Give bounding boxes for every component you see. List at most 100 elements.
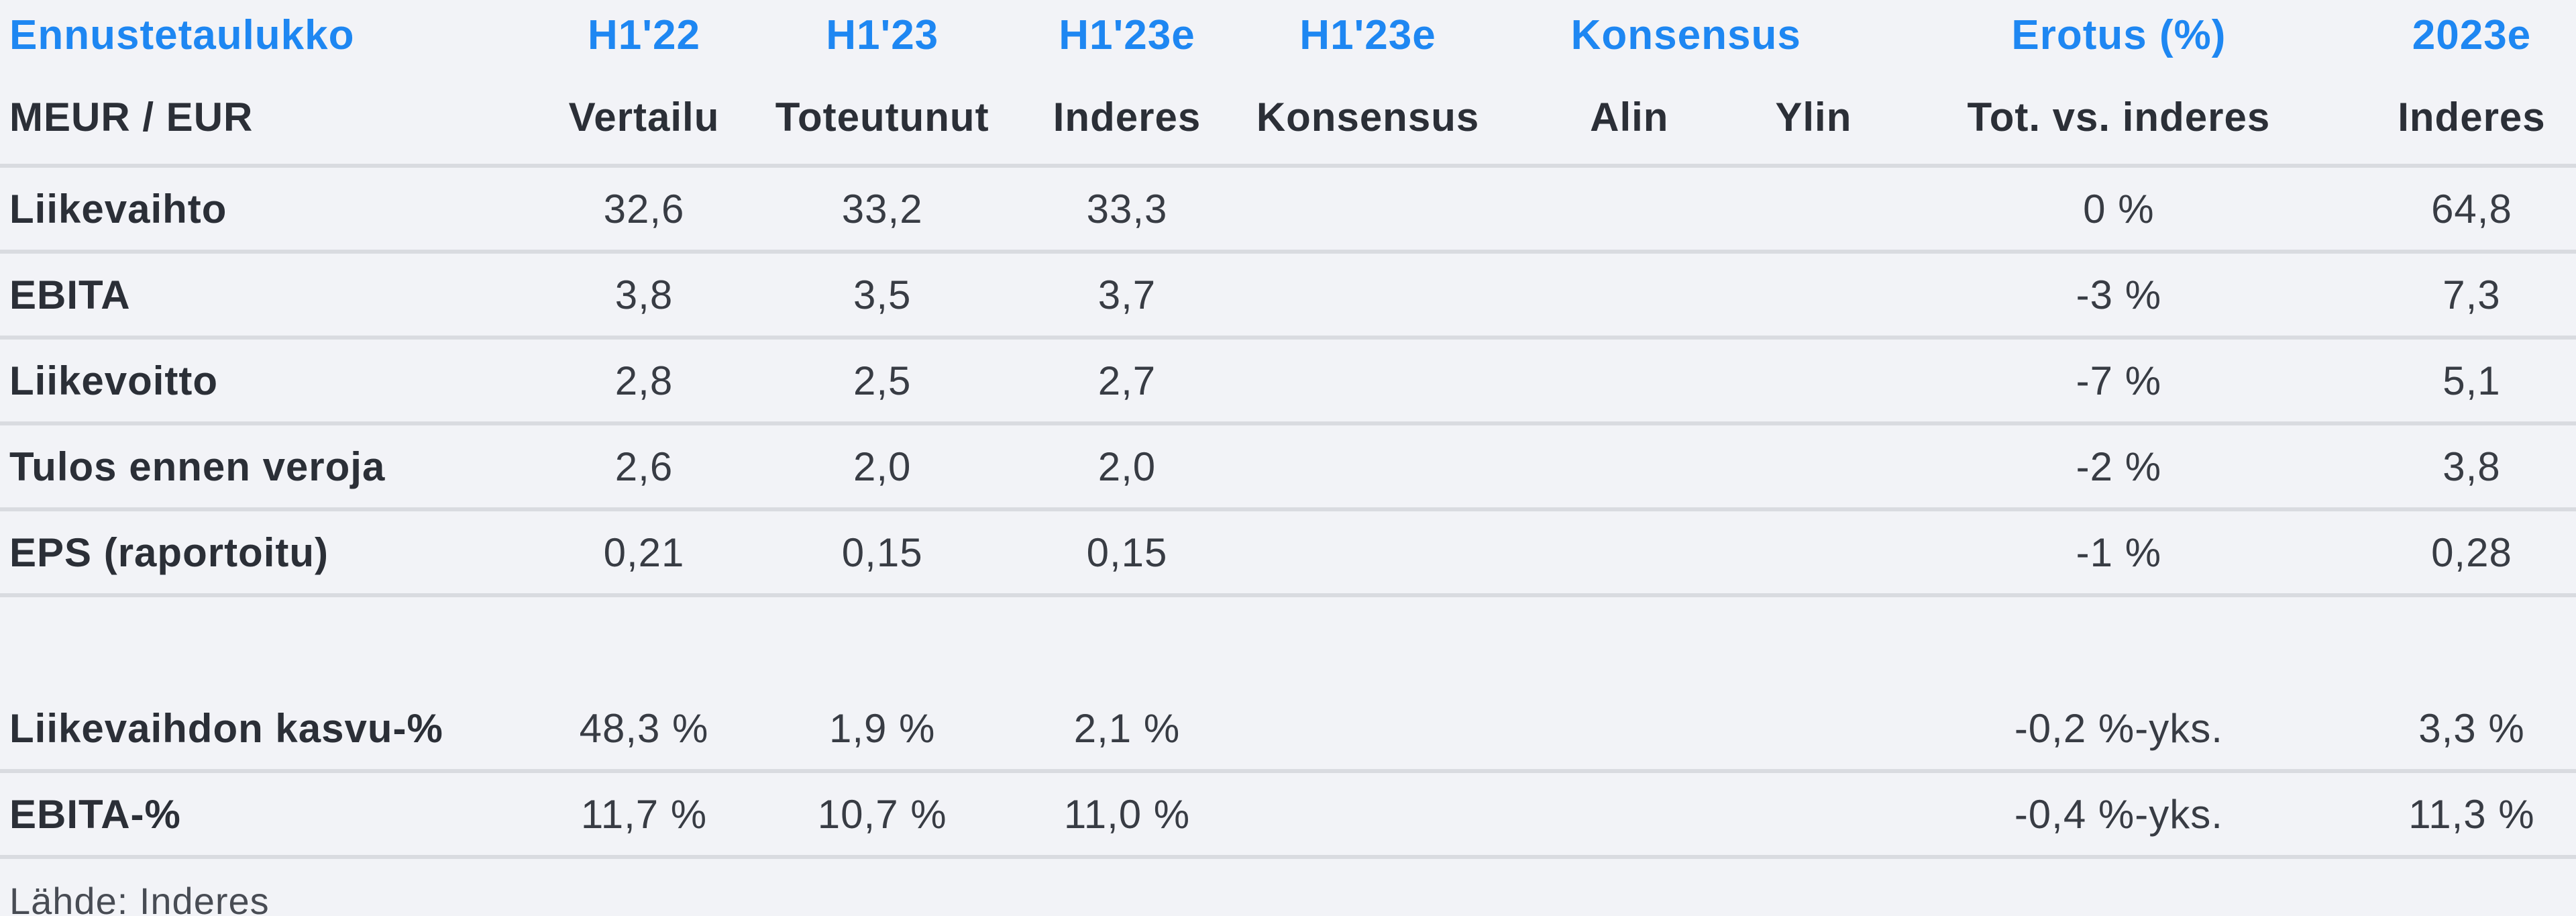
table-row: Tulos ennen veroja 2,6 2,0 2,0 -2 % 3,8 [0, 423, 2576, 511]
header-h123e-inderes: H1'23e [1059, 11, 1195, 58]
table-cell [1234, 166, 1502, 254]
subheader-toteutunut: Toteutunut [744, 70, 1020, 168]
table-cell [1234, 509, 1502, 597]
table-cell: 0,21 [543, 509, 745, 597]
row-label: EBITA-% [0, 771, 544, 859]
table-body: Liikevaihto 32,6 33,2 33,3 0 % 64,8 EBITA 3,8 3,… [0, 166, 2576, 859]
table-row: Liikevoitto 2,8 2,5 2,7 -7 % 5,1 [0, 338, 2576, 425]
header-2023e: 2023e [2412, 11, 2532, 58]
table-cell: 0,15 [744, 509, 1020, 597]
table-cell: 3,8 [2367, 423, 2576, 511]
table-cell: 3,8 [543, 252, 745, 340]
table-cell: 2,6 [543, 423, 745, 511]
table-cell [1234, 423, 1502, 511]
subheader-konsensus: Konsensus [1234, 70, 1502, 168]
table-cell [1756, 252, 1870, 340]
row-label: EBITA [0, 252, 544, 340]
table-cell: 0 % [1870, 166, 2367, 254]
table-cell [1501, 687, 1757, 773]
table-cell: -1 % [1870, 509, 2367, 597]
forecast-table: Ennustetaulukko H1'22 H1'23 H1'23e H1'23… [0, 0, 2576, 859]
table-row: Liikevaihto 32,6 33,2 33,3 0 % 64,8 [0, 166, 2576, 254]
table-cell [1502, 595, 1757, 687]
table-cell [1756, 423, 1870, 511]
subheader-ylin: Ylin [1756, 70, 1870, 168]
table-cell [1501, 423, 1757, 511]
table-row: EPS (raportoitu) 0,21 0,15 0,15 -1 % 0,28 [0, 509, 2576, 597]
subheader-inderes: Inderes [1020, 70, 1234, 168]
row-label: Tulos ennen veroja [0, 423, 544, 511]
table-cell: -0,4 %-yks. [1870, 771, 2367, 859]
subheader-vertailu: Vertailu [543, 70, 745, 168]
table-cell: -0,2 %-yks. [1870, 687, 2367, 773]
table-cell [1501, 166, 1757, 254]
table-row: Liikevaihdon kasvu-% 48,3 % 1,9 % 2,1 % -0,2… [0, 687, 2576, 773]
table-cell [1501, 338, 1757, 425]
header-h123e-konsensus: H1'23e [1299, 11, 1436, 58]
table-cell: -3 % [1870, 252, 2367, 340]
row-label [0, 595, 543, 687]
table-cell [745, 595, 1020, 687]
table-cell [1234, 338, 1502, 425]
table-cell: 2,8 [543, 338, 745, 425]
table-cell: 11,3 % [2367, 771, 2576, 859]
row-label: Liikevaihto [0, 166, 544, 254]
table-cell: 64,8 [2367, 166, 2576, 254]
table-cell: 11,0 % [1020, 771, 1234, 859]
table-cell [1757, 595, 1870, 687]
table-cell [1234, 771, 1502, 859]
table-cell: 2,0 [1020, 423, 1234, 511]
table-cell: 3,5 [744, 252, 1020, 340]
table-row: EBITA-% 11,7 % 10,7 % 11,0 % -0,4 %-yks. 11,3… [0, 771, 2576, 859]
table-cell [1870, 595, 2367, 687]
table-cell: 48,3 % [543, 687, 745, 773]
table-cell [1501, 252, 1757, 340]
table-cell: 2,7 [1020, 338, 1234, 425]
table-cell: 1,9 % [744, 687, 1020, 773]
table-cell: 33,3 [1020, 166, 1234, 254]
table-cell: 11,7 % [543, 771, 745, 859]
table-cell [1234, 595, 1501, 687]
table-cell: -2 % [1870, 423, 2367, 511]
table-cell [1756, 687, 1870, 773]
table-cell: 0,15 [1020, 509, 1234, 597]
table-cell [1756, 338, 1870, 425]
table-cell [1234, 252, 1502, 340]
spacer-row [0, 595, 2576, 687]
table-cell: 3,3 % [2367, 687, 2576, 773]
table-cell [1020, 595, 1234, 687]
table-cell: -7 % [1870, 338, 2367, 425]
header-konsensus-range: Konsensus [1570, 11, 1801, 58]
table-cell: 10,7 % [744, 771, 1020, 859]
table-cell [1501, 771, 1757, 859]
table-cell: 33,2 [744, 166, 1020, 254]
table-cell [1756, 166, 1870, 254]
header-erotus: Erotus (%) [2011, 11, 2226, 58]
unit-label: MEUR / EUR [0, 70, 544, 168]
row-label: Liikevaihdon kasvu-% [0, 687, 544, 773]
table-cell [2367, 595, 2576, 687]
header-row-periods: Ennustetaulukko H1'22 H1'23 H1'23e H1'23… [0, 0, 2576, 70]
header-row-subheaders: MEUR / EUR Vertailu Toteutunut Inderes K… [0, 70, 2576, 168]
source-note: Lähde: Inderes [9, 880, 270, 916]
table-cell: 2,1 % [1020, 687, 1234, 773]
table-row: EBITA 3,8 3,5 3,7 -3 % 7,3 [0, 252, 2576, 340]
table-title: Ennustetaulukko [9, 11, 355, 58]
table-cell: 2,5 [744, 338, 1020, 425]
subheader-alin: Alin [1501, 70, 1757, 168]
table-cell [1756, 509, 1870, 597]
subheader-inderes-2023e: Inderes [2367, 70, 2576, 168]
table-cell [543, 595, 745, 687]
table-cell: 3,7 [1020, 252, 1234, 340]
row-label: Liikevoitto [0, 338, 544, 425]
table-cell: 2,0 [744, 423, 1020, 511]
header-h123: H1'23 [826, 11, 939, 58]
table-cell: 0,28 [2367, 509, 2576, 597]
table-cell: 7,3 [2367, 252, 2576, 340]
row-label: EPS (raportoitu) [0, 509, 544, 597]
table-cell [1756, 771, 1870, 859]
table-cell: 5,1 [2367, 338, 2576, 425]
header-h122: H1'22 [588, 11, 700, 58]
table-cell [1234, 687, 1502, 773]
